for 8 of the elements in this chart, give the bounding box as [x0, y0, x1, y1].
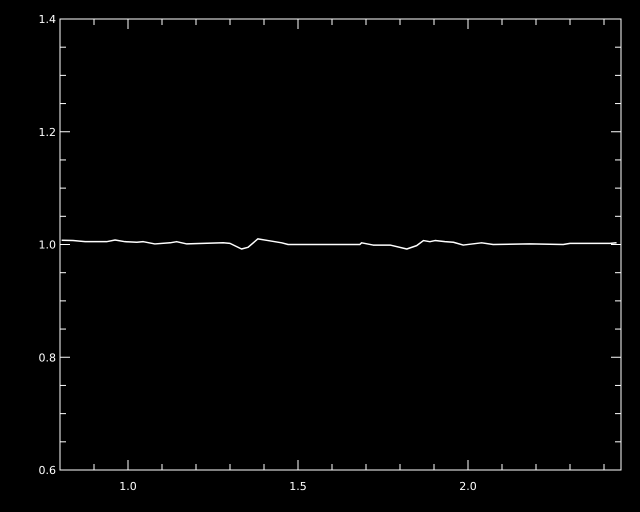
- y-tick-label: 1.2: [38, 126, 56, 139]
- y-tick-label: 0.8: [38, 351, 56, 364]
- y-tick-label: 1.0: [38, 238, 56, 252]
- y-tick-label: 1.4: [38, 13, 56, 26]
- x-tick-label: 1.0: [119, 480, 137, 493]
- x-tick-label: 2.0: [459, 480, 477, 493]
- y-tick-label: 0.6: [38, 464, 56, 477]
- x-tick-label: 1.5: [289, 480, 307, 493]
